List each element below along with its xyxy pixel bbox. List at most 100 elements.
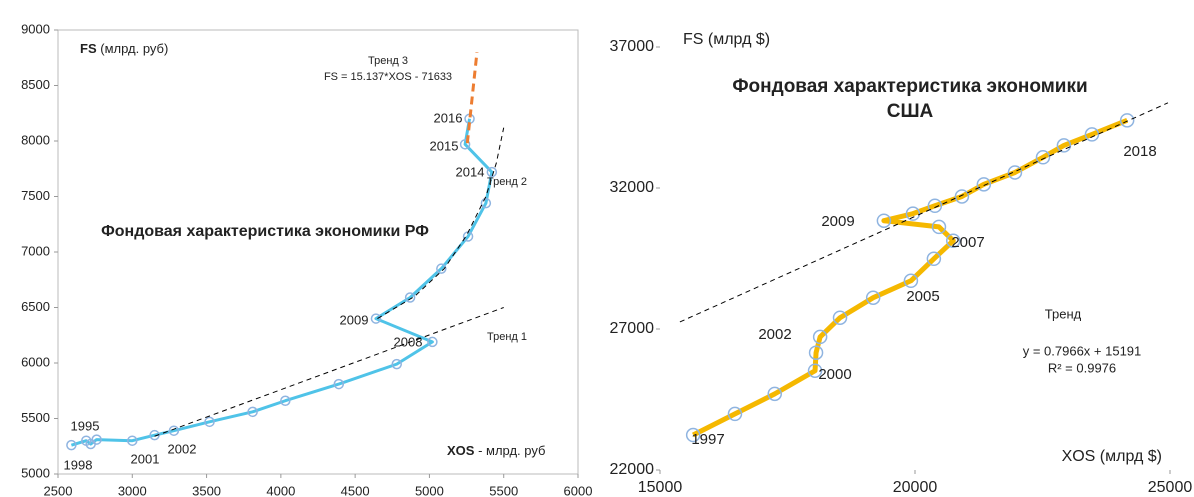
data-point (727, 406, 743, 422)
y-tick-label: 5000 (21, 465, 50, 480)
data-point (1119, 113, 1135, 128)
x-tick-label: 3500 (192, 483, 221, 497)
annotation: R² = 0.9976 (1048, 360, 1116, 375)
data-point (905, 206, 921, 221)
x-tick-label: 2500 (44, 483, 73, 497)
x-tick-label: 3000 (118, 483, 147, 497)
series-line (377, 127, 505, 320)
annotation: Тренд (1045, 306, 1082, 321)
y-tick-label: 7500 (21, 188, 50, 203)
y-label: FS (млрд $) (683, 31, 770, 48)
data-point (149, 429, 160, 441)
annotation: Тренд 1 (487, 331, 527, 343)
series-line (679, 102, 1169, 323)
data-point (204, 416, 215, 428)
x-tick-label: 4000 (266, 483, 295, 497)
series-line (154, 307, 504, 437)
point-label: 2014 (456, 164, 485, 179)
data-point (436, 263, 447, 274)
y-tick-label: 5500 (21, 410, 50, 425)
x-label-text: - млрд. руб (474, 443, 545, 458)
y-label: FS (млрд. руб) (80, 41, 168, 56)
annotation: Тренд 2 (487, 176, 527, 188)
y-tick-label: 7000 (21, 243, 50, 258)
point-label: 1998 (64, 457, 93, 472)
x-tick-label: 5000 (415, 483, 444, 497)
data-point (1007, 165, 1023, 180)
data-point (480, 197, 492, 209)
x-label-text: XOS (млрд $) (1062, 448, 1162, 465)
data-point (391, 358, 402, 370)
point-label: 1995 (71, 418, 100, 433)
series-line (465, 52, 479, 144)
x-label-bold: XOS (447, 443, 475, 458)
data-point (954, 189, 970, 204)
data-point (66, 439, 77, 451)
x-tick-label: 6000 (564, 483, 593, 497)
point-label: 2001 (131, 451, 160, 466)
chart-title-line: США (887, 101, 934, 122)
data-point (767, 386, 782, 402)
x-tick-label: 5500 (489, 483, 518, 497)
data-point (931, 219, 947, 235)
data-point (280, 395, 291, 406)
annotation: Тренд 3 (368, 55, 408, 67)
x-tick-label: 25000 (1148, 479, 1193, 496)
y-tick-label: 37000 (610, 38, 655, 55)
data-point (427, 336, 438, 348)
left-panel (0, 0, 600, 497)
point-label: 2018 (1123, 143, 1156, 160)
x-label: XOS (млрд $) (1062, 448, 1162, 465)
data-point (168, 425, 180, 436)
annotation: FS = 15.137*XOS - 71633 (324, 71, 452, 83)
y-tick-label: 6000 (21, 354, 50, 369)
y-label-bold: FS (80, 41, 97, 56)
data-point (333, 378, 345, 390)
point-label: 2002 (168, 441, 197, 456)
data-point (247, 406, 258, 418)
data-point (812, 329, 828, 345)
y-tick-label: 22000 (610, 461, 655, 478)
series-line (70, 118, 494, 447)
point-label: 2008 (394, 334, 423, 349)
data-point (808, 345, 824, 360)
data-point (876, 213, 892, 228)
point-label: 2009 (340, 312, 369, 327)
point-label: 2016 (434, 110, 463, 125)
data-point (927, 198, 943, 214)
annotation: y = 0.7966x + 15191 (1023, 343, 1142, 358)
data-point (946, 233, 961, 248)
data-point (685, 427, 701, 443)
point-label: 2015 (430, 138, 459, 153)
data-point (903, 273, 919, 289)
x-tick-label: 15000 (638, 479, 683, 496)
data-point (976, 177, 992, 192)
data-point (1084, 127, 1100, 142)
point-label: 1997 (691, 431, 724, 448)
data-point (459, 139, 471, 150)
y-tick-label: 32000 (610, 179, 655, 196)
y-label-text: FS (млрд $) (683, 31, 770, 48)
x-label: XOS - млрд. руб (447, 443, 545, 458)
chart-title: Фондовая характеристика экономики РФ (101, 223, 429, 240)
point-label: 2009 (821, 213, 854, 230)
data-point (127, 435, 138, 446)
point-label: 2002 (758, 326, 791, 343)
point-label: 2007 (951, 234, 984, 251)
data-point (1035, 150, 1051, 165)
data-point (865, 290, 881, 305)
data-point (91, 434, 102, 445)
data-point (404, 292, 416, 303)
y-tick-label: 8000 (21, 132, 50, 147)
point-label: 2005 (906, 288, 939, 305)
y-tick-label: 27000 (610, 320, 655, 337)
data-point (1056, 138, 1072, 153)
chart-title: Фондовая характеристика экономики США (732, 76, 1087, 122)
data-point (486, 166, 498, 178)
y-tick-label: 6500 (21, 299, 50, 314)
right-panel (604, 0, 1194, 497)
y-label-text: (млрд. руб) (97, 41, 169, 56)
y-tick-label: 9000 (21, 21, 50, 36)
chart-title-line: Фондовая характеристика экономики (732, 76, 1087, 97)
